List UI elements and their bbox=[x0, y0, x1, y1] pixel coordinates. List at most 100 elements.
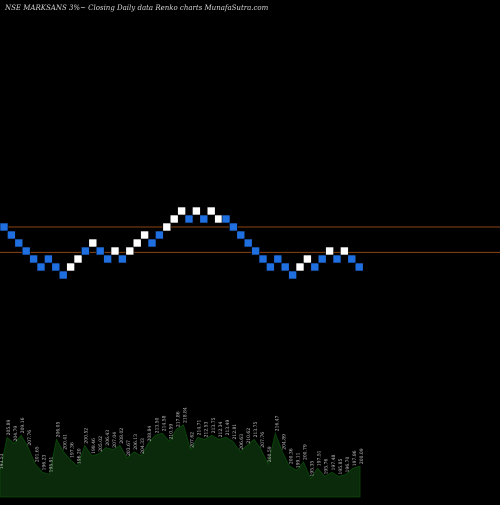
volume-label: 200.52 bbox=[84, 428, 90, 444]
volume-label: 195.76 bbox=[324, 459, 330, 475]
volume-label: 212.34 bbox=[218, 422, 224, 438]
volume-label: 201.65 bbox=[34, 446, 40, 462]
volume-label: 200.36 bbox=[288, 448, 294, 464]
renko-brick-up bbox=[340, 246, 349, 256]
volume-label: 214.58 bbox=[161, 415, 167, 431]
renko-brick-down bbox=[147, 238, 157, 248]
renko-brick-down bbox=[221, 214, 231, 224]
renko-brick-down bbox=[95, 246, 105, 256]
volume-label: 193.53 bbox=[0, 453, 5, 469]
renko-brick-up bbox=[88, 238, 98, 248]
volume-label: 212.53 bbox=[204, 422, 210, 438]
renko-brick-down bbox=[155, 230, 164, 240]
renko-brick-down bbox=[266, 262, 275, 272]
volume-label: 204.89 bbox=[281, 434, 287, 450]
renko-brick-down bbox=[258, 254, 268, 264]
renko-bricks bbox=[0, 206, 364, 280]
renko-brick-down bbox=[280, 262, 290, 272]
volume-label: 206.63 bbox=[239, 434, 245, 450]
renko-brick-down bbox=[332, 254, 342, 264]
renko-brick-up bbox=[295, 262, 305, 272]
volume-area bbox=[0, 424, 361, 498]
renko-brick-down bbox=[118, 254, 127, 264]
volume-label: 205.02 bbox=[98, 436, 104, 452]
volume-label: 204.79 bbox=[13, 426, 19, 442]
volume-label: 206.05 bbox=[55, 422, 61, 438]
renko-brick-down bbox=[103, 254, 112, 264]
volume-label: 196.70 bbox=[345, 456, 351, 472]
volume-label: 200.79 bbox=[303, 444, 309, 460]
renko-brick-down bbox=[36, 262, 46, 272]
volume-label: 207.62 bbox=[190, 432, 196, 448]
renko-brick-up bbox=[214, 214, 223, 224]
renko-brick-down bbox=[44, 254, 53, 264]
volume-label: 200.59 bbox=[267, 446, 273, 462]
volume-label: 195.85 bbox=[338, 459, 344, 475]
renko-brick-down bbox=[58, 270, 68, 280]
volume-label: 204.33 bbox=[140, 438, 146, 454]
renko-brick-down bbox=[243, 238, 253, 248]
volume-label: 213.75 bbox=[211, 417, 217, 433]
renko-brick-down bbox=[7, 230, 16, 240]
renko-brick-up bbox=[140, 230, 149, 240]
volume-area-fill bbox=[0, 424, 361, 498]
renko-brick-down bbox=[317, 254, 327, 264]
volume-label: 214.71 bbox=[197, 419, 203, 435]
renko-brick-down bbox=[0, 222, 9, 232]
volume-label: 198.46 bbox=[91, 438, 97, 454]
volume-label: 209.16 bbox=[20, 417, 26, 433]
renko-brick-down bbox=[236, 230, 246, 240]
volume-label: 197.36 bbox=[70, 442, 76, 458]
volume-label: 210.62 bbox=[246, 428, 252, 444]
volume-label: 213.75 bbox=[253, 422, 259, 438]
renko-brick-up bbox=[303, 254, 312, 264]
renko-brick-up bbox=[169, 214, 179, 224]
renko-brick-down bbox=[14, 238, 24, 248]
renko-brick-up bbox=[110, 246, 120, 256]
volume-label: 206.43 bbox=[105, 430, 111, 446]
volume-label: 196.20 bbox=[77, 448, 83, 464]
renko-brick-down bbox=[273, 254, 283, 264]
volume-label: 216.47 bbox=[274, 415, 280, 431]
renko-brick-up bbox=[192, 206, 201, 216]
volume-label: 208.84 bbox=[147, 426, 153, 442]
renko-brick-up bbox=[177, 206, 186, 216]
volume-label: 213.49 bbox=[225, 419, 231, 435]
renko-brick-up bbox=[206, 206, 216, 216]
volume-label: 206.13 bbox=[133, 434, 139, 450]
volume-label: 208.02 bbox=[119, 428, 125, 444]
volume-label: 197.86 bbox=[352, 450, 358, 466]
volume-label: 207.04 bbox=[112, 432, 118, 448]
renko-brick-up bbox=[162, 222, 172, 232]
renko-brick-up bbox=[66, 262, 75, 272]
renko-brick-up bbox=[132, 238, 142, 248]
volume-label: 203.67 bbox=[126, 440, 132, 456]
renko-brick-down bbox=[229, 222, 238, 232]
volume-label: 218.84 bbox=[183, 407, 189, 423]
volume-label: 195.91 bbox=[48, 456, 54, 472]
volume-label: 199.11 bbox=[295, 452, 301, 468]
renko-brick-down bbox=[347, 254, 357, 264]
renko-brick-down bbox=[184, 214, 194, 224]
volume-label: 207.76 bbox=[260, 432, 266, 448]
volume-label: 205.89 bbox=[6, 419, 12, 435]
volume-label: 212.81 bbox=[232, 424, 238, 440]
volume-label: 207.76 bbox=[27, 430, 33, 446]
renko-brick-down bbox=[29, 254, 38, 264]
volume-label: 197.48 bbox=[331, 454, 337, 470]
renko-brick-up bbox=[325, 246, 334, 256]
volume-label: 217.86 bbox=[175, 411, 181, 427]
volume-label: 200.41 bbox=[63, 434, 69, 450]
volume-label: 196.23 bbox=[41, 454, 47, 470]
volume-label: 200.09 bbox=[359, 448, 365, 464]
renko-brick-up bbox=[125, 246, 135, 256]
renko-brick-down bbox=[81, 246, 90, 256]
renko-brick-down bbox=[288, 270, 297, 280]
volume-label: 195.35 bbox=[310, 461, 316, 477]
chart-header: NSE MARKSANS 3%~ Closing Daily data Renk… bbox=[4, 4, 269, 12]
volume-label: 197.51 bbox=[317, 450, 323, 466]
renko-brick-down bbox=[51, 262, 61, 272]
